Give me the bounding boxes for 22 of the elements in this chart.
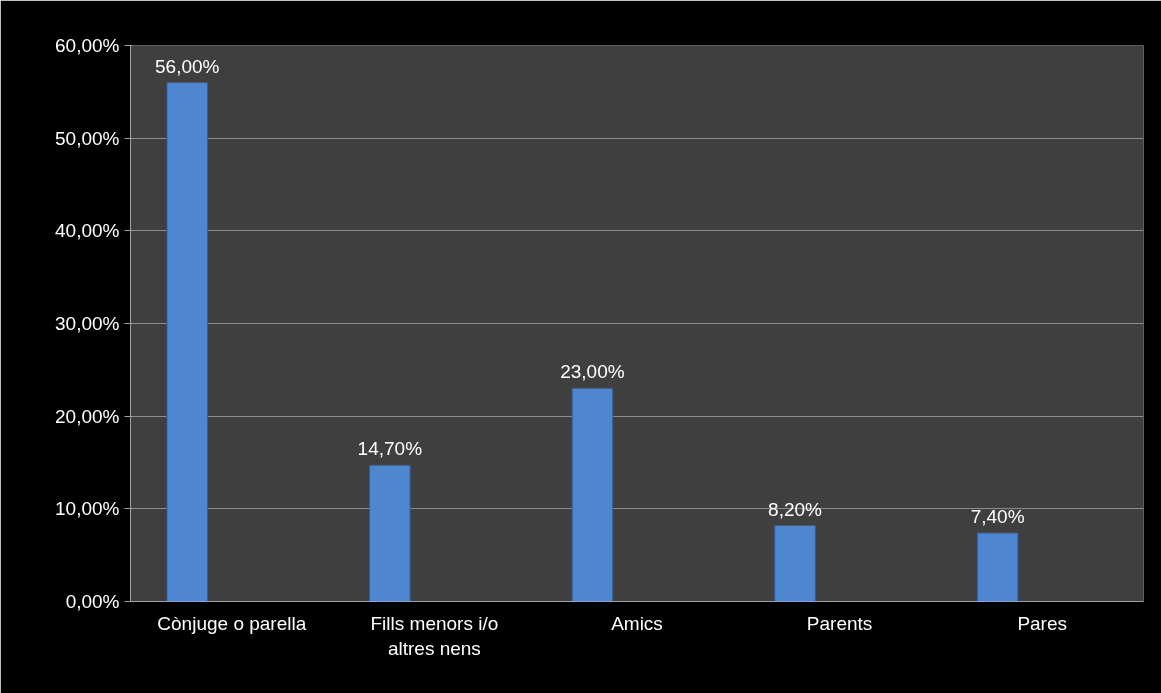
data-label: 23,00% xyxy=(560,361,625,383)
x-tick-label: Pares xyxy=(1017,612,1068,634)
y-tick-label: 20,00% xyxy=(55,405,120,427)
data-label: 56,00% xyxy=(155,55,220,77)
x-tick-label: Parents xyxy=(806,612,873,634)
bar xyxy=(571,387,614,602)
x-tick-label: Amics xyxy=(611,612,663,634)
bar xyxy=(166,82,208,602)
data-label: 7,40% xyxy=(970,505,1025,527)
x-tick-label: Fills menors i/o altres nens xyxy=(370,612,499,659)
y-tick-label: 60,00% xyxy=(55,35,120,56)
bar xyxy=(976,532,1019,602)
y-tick-label: 10,00% xyxy=(55,498,120,520)
y-tick-label: 50,00% xyxy=(55,127,120,149)
x-tick-label: Cònjuge o parella xyxy=(157,612,307,634)
data-label: 14,70% xyxy=(357,438,423,460)
y-tick-label: 30,00% xyxy=(55,313,120,334)
data-label: 8,20% xyxy=(768,498,823,520)
y-tick-label: 0,00% xyxy=(65,591,120,612)
y-tick-label: 40,00% xyxy=(55,220,120,242)
bar xyxy=(369,464,411,602)
bar xyxy=(774,525,816,602)
